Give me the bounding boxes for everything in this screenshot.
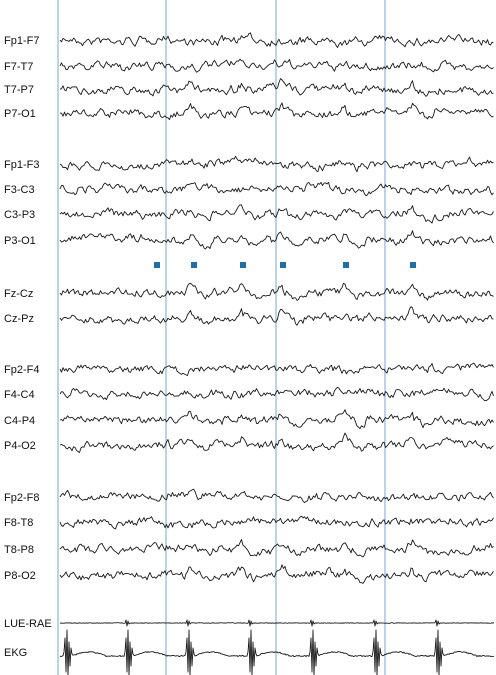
channel-label-p7-o1: P7-O1 [4,108,36,120]
trace-cz-pz [59,306,494,326]
channel-label-t7-p7: T7-P7 [4,84,34,96]
event-marker [410,262,416,268]
trace-c3-p3 [59,204,494,224]
channel-label-p4-o2: P4-O2 [4,440,36,452]
channel-label-f8-t8: F8-T8 [4,517,33,529]
trace-p3-o1 [59,230,494,250]
channel-label-ekg: EKG [4,647,27,659]
event-marker [343,262,349,268]
trace-fp2-f8 [59,488,494,504]
trace-fp1-f7 [59,32,494,48]
trace-t7-p7 [59,78,494,97]
trace-ekg [59,629,495,675]
trace-fp2-f4 [59,362,494,376]
channel-label-c4-p4: C4-P4 [4,415,35,427]
trace-f7-t7 [59,58,494,73]
channel-label-p3-o1: P3-O1 [4,235,36,247]
trace-f8-t8 [59,515,494,530]
channel-label-p8-o2: P8-O2 [4,570,36,582]
trace-c4-p4 [59,409,494,430]
event-marker [154,262,160,268]
channel-label-lue-rae: LUE-RAE [4,618,52,630]
channel-label-t8-p8: T8-P8 [4,544,34,556]
channel-label-fp1-f7: Fp1-F7 [4,35,39,47]
trace-f3-c3 [59,181,494,197]
event-marker [280,262,286,268]
trace-f4-c4 [59,386,494,402]
channel-label-fp2-f8: Fp2-F8 [4,492,39,504]
channel-label-f7-t7: F7-T7 [4,61,33,73]
trace-lue-rae [59,619,495,627]
trace-t8-p8 [59,539,494,558]
trace-fz-cz [59,282,494,301]
trace-p8-o2 [59,564,494,584]
channel-label-fz-cz: Fz-Cz [4,288,33,300]
event-marker [240,262,246,268]
channel-label-fp1-f3: Fp1-F3 [4,159,39,171]
event-marker [191,262,197,268]
channel-label-f3-c3: F3-C3 [4,184,35,196]
trace-p7-o1 [59,102,494,121]
channel-label-cz-pz: Cz-Pz [4,313,34,325]
trace-fp1-f3 [59,155,494,173]
channel-label-c3-p3: C3-P3 [4,209,35,221]
channel-label-fp2-f4: Fp2-F4 [4,364,39,376]
trace-p4-o2 [59,432,494,453]
channel-label-f4-c4: F4-C4 [4,389,35,401]
